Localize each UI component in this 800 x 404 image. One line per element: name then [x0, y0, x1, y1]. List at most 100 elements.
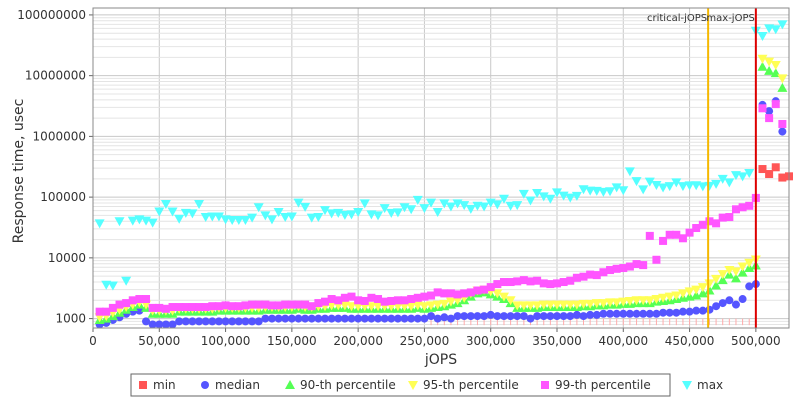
legend-marker: [682, 381, 692, 390]
data-point: [201, 317, 210, 326]
data-point: [770, 25, 781, 35]
data-point: [553, 312, 561, 321]
series-median: [95, 97, 787, 329]
data-point: [619, 309, 628, 318]
x-tick-label: 200,000: [333, 334, 383, 348]
data-point: [393, 296, 402, 305]
data-point: [545, 300, 556, 310]
legend-marker: [139, 381, 147, 389]
data-point: [552, 188, 562, 198]
x-tick-label: 350,000: [532, 334, 582, 348]
legend: min median 90-th percentile 95-th percentil…: [130, 373, 723, 397]
data-point: [400, 296, 409, 305]
data-point: [513, 277, 522, 286]
data-point: [347, 314, 356, 323]
data-point: [585, 299, 596, 309]
data-point: [439, 199, 450, 209]
data-point: [366, 302, 377, 312]
data-point: [717, 275, 728, 285]
data-point: [208, 317, 217, 326]
data-point: [526, 314, 535, 323]
data-point: [453, 290, 462, 299]
data-point: [452, 296, 463, 306]
data-point: [691, 285, 702, 295]
data-point: [260, 211, 271, 221]
data-point: [586, 310, 595, 319]
data-point: [347, 292, 356, 301]
data-point: [301, 300, 310, 309]
data-point: [765, 170, 774, 179]
data-point: [571, 300, 582, 310]
data-point: [493, 280, 502, 289]
data-point: [466, 288, 475, 297]
data-point: [698, 220, 707, 229]
data-point: [730, 267, 741, 277]
data-point: [605, 187, 616, 197]
data-point: [658, 293, 669, 303]
x-tick-label: 50,000: [138, 334, 180, 348]
data-point: [611, 298, 622, 308]
data-point: [188, 317, 197, 326]
data-point: [644, 177, 655, 187]
data-point: [387, 314, 396, 323]
data-point: [194, 200, 205, 210]
data-point: [592, 271, 601, 280]
data-point: [439, 299, 450, 309]
data-point: [704, 285, 715, 295]
data-point: [326, 209, 337, 219]
x-tick-label: 450,000: [665, 334, 715, 348]
data-point: [566, 276, 575, 285]
data-point: [592, 310, 601, 319]
data-point: [559, 278, 568, 287]
data-point: [274, 301, 283, 310]
data-point: [771, 100, 780, 109]
data-point: [718, 213, 727, 222]
data-point: [778, 127, 787, 136]
data-point: [254, 300, 263, 309]
data-point: [407, 314, 416, 323]
data-point: [645, 231, 654, 240]
data-point: [321, 314, 329, 323]
data-point: [705, 217, 714, 226]
data-point: [248, 300, 257, 309]
data-point: [154, 207, 165, 217]
data-point: [459, 201, 470, 211]
data-point: [135, 306, 144, 315]
data-point: [757, 61, 768, 71]
data-point: [512, 201, 523, 211]
data-point: [599, 309, 608, 318]
data-point: [426, 198, 437, 208]
data-point: [717, 174, 728, 184]
data-point: [273, 207, 284, 217]
data-point: [148, 303, 157, 312]
legend-label: 90-th percentile: [300, 378, 396, 392]
data-point: [757, 31, 768, 41]
data-point: [453, 312, 462, 321]
data-point: [611, 183, 622, 193]
data-point: [664, 182, 675, 192]
data-point: [327, 314, 336, 323]
data-point: [672, 308, 681, 317]
data-point: [533, 276, 542, 285]
data-point: [313, 213, 324, 223]
data-point: [579, 312, 588, 321]
data-point: [360, 296, 369, 305]
data-point: [737, 267, 748, 277]
data-point: [234, 302, 243, 311]
data-point: [155, 320, 164, 329]
data-point: [307, 302, 316, 311]
data-point: [639, 261, 648, 270]
data-point: [94, 219, 105, 229]
data-point: [286, 212, 297, 222]
data-point: [294, 314, 303, 323]
data-point: [254, 317, 263, 326]
legend-marker: [201, 381, 209, 389]
data-point: [684, 181, 695, 191]
data-point: [631, 296, 642, 306]
data-point: [142, 295, 151, 304]
data-point: [241, 317, 250, 326]
data-point: [465, 204, 476, 214]
x-tick-label: 500,000: [731, 334, 781, 348]
data-point: [711, 274, 722, 284]
